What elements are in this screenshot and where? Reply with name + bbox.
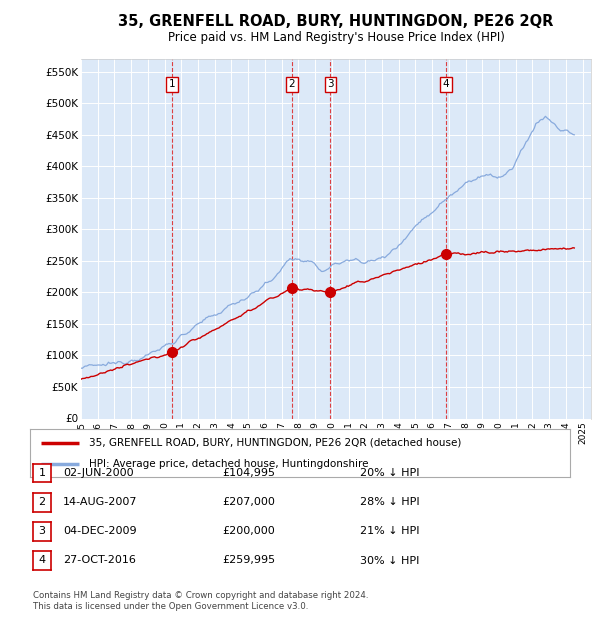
Text: 28% ↓ HPI: 28% ↓ HPI xyxy=(360,497,419,507)
Text: 2: 2 xyxy=(289,79,295,89)
Text: 02-JUN-2000: 02-JUN-2000 xyxy=(63,468,134,478)
Text: £200,000: £200,000 xyxy=(222,526,275,536)
Text: 35, GRENFELL ROAD, BURY, HUNTINGDON, PE26 2QR (detached house): 35, GRENFELL ROAD, BURY, HUNTINGDON, PE2… xyxy=(89,438,462,448)
Text: This data is licensed under the Open Government Licence v3.0.: This data is licensed under the Open Gov… xyxy=(33,602,308,611)
Text: £207,000: £207,000 xyxy=(222,497,275,507)
Text: 1: 1 xyxy=(169,79,175,89)
Text: 3: 3 xyxy=(327,79,334,89)
Text: 20% ↓ HPI: 20% ↓ HPI xyxy=(360,468,419,478)
Text: 3: 3 xyxy=(38,526,46,536)
Text: 4: 4 xyxy=(443,79,449,89)
Text: 1: 1 xyxy=(38,468,46,478)
Text: 04-DEC-2009: 04-DEC-2009 xyxy=(63,526,137,536)
Text: 35, GRENFELL ROAD, BURY, HUNTINGDON, PE26 2QR: 35, GRENFELL ROAD, BURY, HUNTINGDON, PE2… xyxy=(118,14,554,29)
Text: 30% ↓ HPI: 30% ↓ HPI xyxy=(360,556,419,565)
Text: 21% ↓ HPI: 21% ↓ HPI xyxy=(360,526,419,536)
Text: 27-OCT-2016: 27-OCT-2016 xyxy=(63,556,136,565)
Text: 2: 2 xyxy=(38,497,46,507)
Text: £104,995: £104,995 xyxy=(222,468,275,478)
Text: Contains HM Land Registry data © Crown copyright and database right 2024.: Contains HM Land Registry data © Crown c… xyxy=(33,591,368,600)
Text: Price paid vs. HM Land Registry's House Price Index (HPI): Price paid vs. HM Land Registry's House … xyxy=(167,31,505,43)
Text: £259,995: £259,995 xyxy=(222,556,275,565)
Text: 4: 4 xyxy=(38,556,46,565)
Text: 14-AUG-2007: 14-AUG-2007 xyxy=(63,497,137,507)
Text: HPI: Average price, detached house, Huntingdonshire: HPI: Average price, detached house, Hunt… xyxy=(89,459,369,469)
